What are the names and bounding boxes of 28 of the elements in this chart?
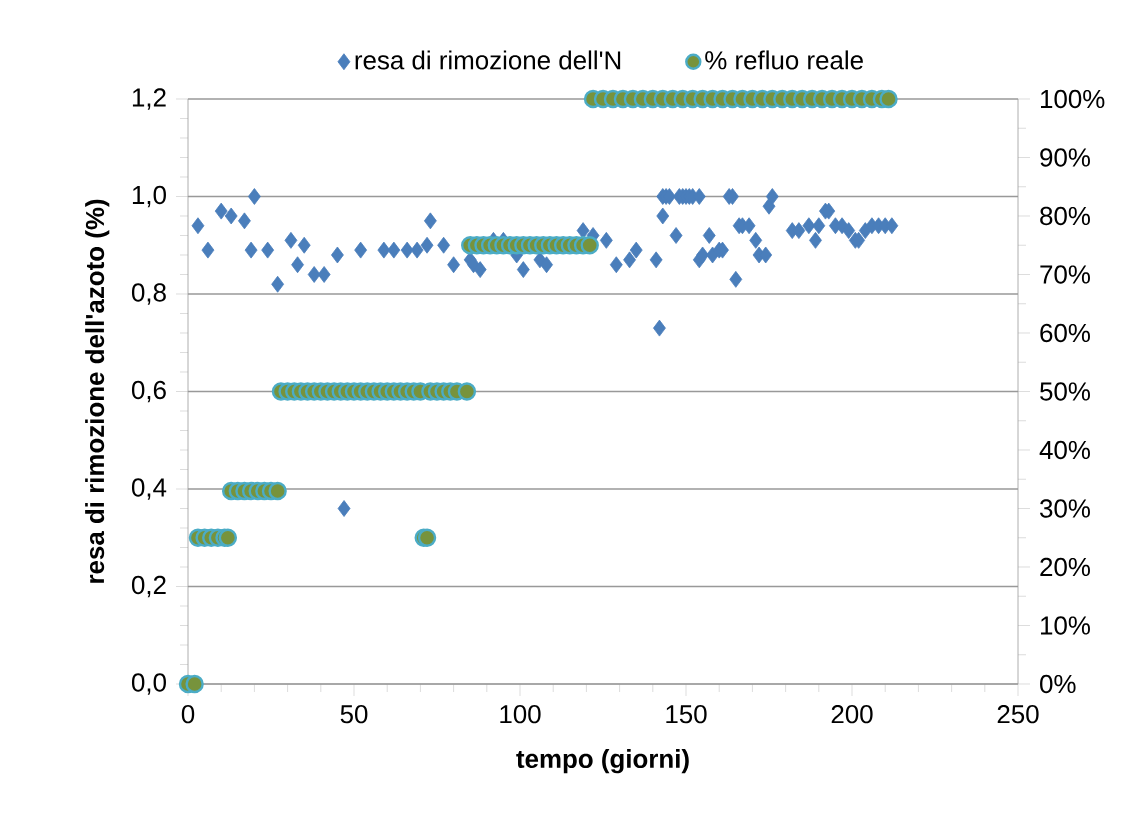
x-tick-label: 200 (831, 705, 873, 724)
y-tick-label: 0,6 (131, 380, 166, 403)
x-tick-label: 50 (340, 705, 368, 724)
y-axis-title: resa di rimozione dell'azoto (%) (85, 199, 110, 583)
y-tick-label: 0,2 (131, 575, 166, 598)
y-tick-label: 0,4 (131, 478, 167, 500)
x-tick-label: 0 (181, 705, 195, 724)
y2-tick-label: 70% (1040, 265, 1090, 284)
x-axis-title: tempo (giorni) (516, 749, 689, 774)
x-tick-label: 250 (997, 705, 1039, 724)
y-tick-label: 0,8 (131, 283, 166, 305)
y2-tick-label: 30% (1040, 499, 1090, 518)
x-tick-label: 100 (500, 705, 541, 724)
y-tick-label: 1,2 (132, 88, 166, 110)
y2-tick-label: 10% (1041, 616, 1090, 635)
y2-tick-label: 0% (1040, 674, 1076, 694)
y-tick-label: 1,0 (132, 185, 166, 208)
y2-tick-label: 20% (1040, 557, 1090, 577)
y2-tick-label: 60% (1040, 323, 1090, 343)
legend-label: % refluo reale (705, 50, 863, 70)
y2-tick-label: 50% (1040, 382, 1090, 401)
y2-tick-label: 40% (1039, 440, 1090, 460)
y2-tick-label: 90% (1040, 148, 1090, 167)
y2-tick-label: 80% (1040, 206, 1090, 226)
y-tick-label: 0,0 (131, 673, 166, 695)
legend-label: resa di rimozione dell'N (355, 50, 621, 70)
y2-tick-label: 100% (1041, 89, 1105, 109)
x-tick-label: 150 (666, 705, 707, 724)
